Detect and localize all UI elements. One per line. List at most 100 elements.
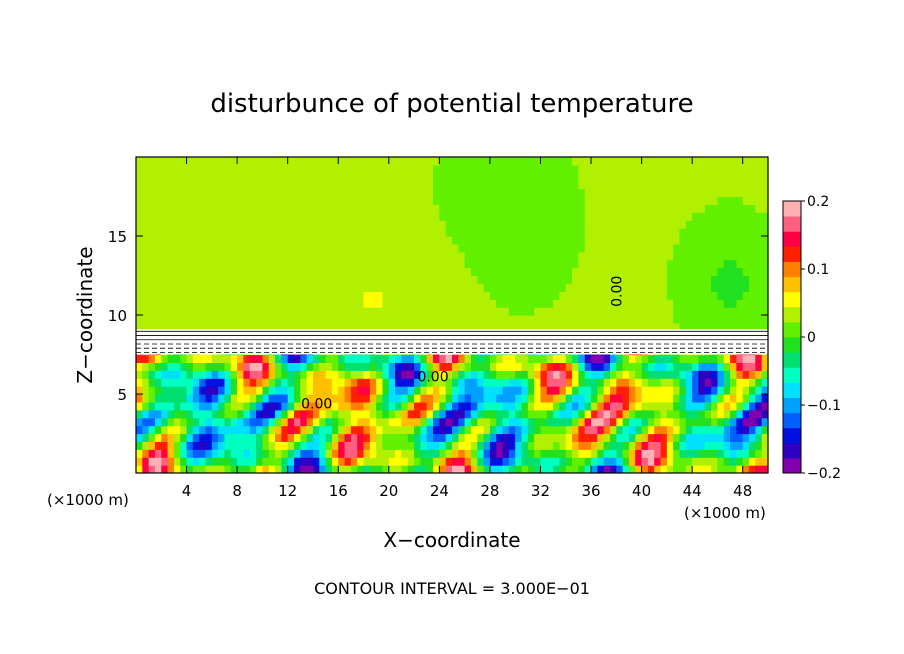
colorbar-swatch: [783, 367, 801, 383]
heatmap-cell: [199, 180, 207, 190]
heatmap-cell: [597, 283, 605, 292]
heatmap-cell: [167, 457, 175, 466]
heatmap-cell: [597, 315, 605, 324]
heatmap-cell: [692, 188, 700, 198]
heatmap-cell: [584, 433, 592, 442]
heatmap-cell: [142, 315, 150, 324]
heatmap-cell: [338, 417, 346, 427]
heatmap-cell: [186, 299, 194, 308]
heatmap-cell: [173, 417, 181, 427]
heatmap-cell: [477, 172, 485, 182]
heatmap-cell: [395, 417, 403, 427]
heatmap-cell: [660, 425, 668, 435]
heatmap-cell: [154, 409, 162, 419]
heatmap-cell: [319, 220, 327, 229]
heatmap-cell: [173, 172, 181, 182]
heatmap-cell: [616, 212, 624, 221]
heatmap-cell: [685, 457, 693, 466]
heatmap-cell: [597, 433, 605, 442]
heatmap-cell: [395, 362, 403, 371]
heatmap-cell: [749, 164, 756, 174]
heatmap-cell: [628, 243, 636, 253]
heatmap-cell: [641, 157, 649, 166]
heatmap-cell: [344, 299, 352, 308]
heatmap-cell: [268, 180, 276, 190]
heatmap-cell: [711, 457, 719, 466]
heatmap-cell: [344, 465, 352, 473]
heatmap-cell: [666, 362, 674, 371]
heatmap-cell: [180, 362, 188, 371]
heatmap-cell: [331, 283, 339, 292]
heatmap-cell: [755, 236, 763, 245]
heatmap-cell: [218, 157, 226, 166]
heatmap-cell: [572, 243, 579, 253]
heatmap-cell: [382, 236, 390, 245]
heatmap-cell: [647, 370, 655, 379]
heatmap-cell: [458, 433, 466, 442]
heatmap-cell: [546, 267, 554, 277]
heatmap-cell: [641, 180, 649, 190]
heatmap-cell: [312, 204, 320, 213]
heatmap-cell: [401, 417, 409, 427]
heatmap-cell: [249, 172, 257, 182]
heatmap-cell: [673, 370, 681, 379]
heatmap-cell: [666, 291, 674, 300]
heatmap-cell: [755, 425, 763, 435]
heatmap-cell: [262, 196, 270, 205]
heatmap-cell: [603, 457, 611, 466]
heatmap-cell: [363, 251, 371, 261]
heatmap-cell: [268, 291, 276, 300]
heatmap-cell: [565, 188, 573, 198]
heatmap-cell: [470, 275, 478, 284]
heatmap-cell: [414, 425, 421, 435]
heatmap-cell: [256, 228, 263, 237]
heatmap-cell: [647, 307, 655, 316]
heatmap-cell: [489, 220, 497, 229]
heatmap-cell: [534, 378, 542, 387]
heatmap-cell: [749, 188, 756, 198]
heatmap-cell: [167, 322, 175, 332]
heatmap-cell: [401, 465, 409, 473]
heatmap-cell: [205, 164, 213, 174]
heatmap-cell: [730, 172, 737, 182]
heatmap-cell: [730, 204, 737, 213]
heatmap-cell: [161, 409, 169, 419]
heatmap-cell: [641, 212, 649, 221]
heatmap-cell: [199, 275, 207, 284]
heatmap-cell: [287, 299, 295, 308]
heatmap-cell: [224, 188, 232, 198]
heatmap-cell: [584, 354, 592, 363]
heatmap-cell: [237, 243, 245, 253]
heatmap-cell: [717, 283, 725, 292]
heatmap-cell: [243, 291, 251, 300]
heatmap-cell: [218, 394, 226, 403]
heatmap-cell: [666, 164, 674, 174]
heatmap-cell: [186, 457, 194, 466]
heatmap-cell: [180, 291, 188, 300]
heatmap-cell: [256, 243, 263, 253]
heatmap-cell: [546, 188, 554, 198]
heatmap-cell: [426, 267, 434, 277]
heatmap-cell: [369, 251, 377, 261]
heatmap-cell: [749, 401, 756, 411]
heatmap-cell: [154, 243, 162, 253]
heatmap-cell: [483, 370, 491, 379]
heatmap-cell: [515, 322, 523, 332]
heatmap-cell: [382, 401, 390, 411]
heatmap-cell: [218, 307, 226, 316]
heatmap-cell: [654, 188, 662, 198]
heatmap-cell: [470, 251, 478, 261]
heatmap-cell: [325, 409, 333, 419]
heatmap-cell: [173, 283, 181, 292]
heatmap-cell: [433, 180, 440, 190]
heatmap-cell: [167, 401, 175, 411]
heatmap-cell: [534, 172, 542, 182]
heatmap-cell: [230, 354, 238, 363]
heatmap-cell: [635, 409, 643, 419]
heatmap-cell: [249, 417, 257, 427]
heatmap-cell: [243, 441, 251, 450]
heatmap-cell: [382, 362, 390, 371]
heatmap-cell: [401, 354, 409, 363]
heatmap-cell: [312, 228, 320, 237]
heatmap-cell: [268, 220, 276, 229]
